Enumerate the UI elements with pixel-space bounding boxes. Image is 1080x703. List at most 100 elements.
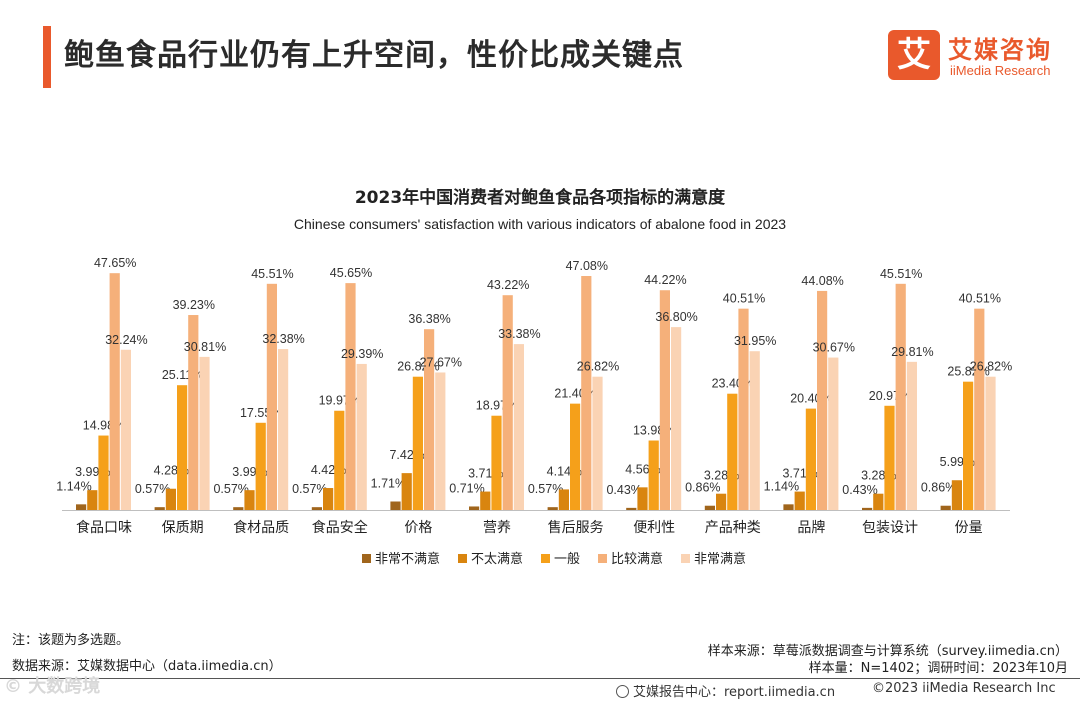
bar-3-3: [255, 422, 266, 510]
chart-title: 2023年中国消费者对鲍鱼食品各项指标的满意度: [354, 188, 726, 208]
data-label-6-4: 43.22%: [487, 278, 529, 292]
category-label-10: 品牌: [797, 519, 825, 536]
bar-8-3: [648, 440, 659, 510]
bar-7-3: [570, 403, 581, 510]
page-title: 鲍鱼食品行业仍有上升空间，性价比成关键点: [64, 38, 684, 73]
bar-11-4: [895, 283, 906, 510]
bar-5-3: [412, 376, 423, 510]
category-label-3: 食材品质: [233, 519, 289, 536]
category-label-7: 售后服务: [548, 520, 604, 536]
bar-1-3: [98, 435, 109, 510]
bar-3-2: [244, 490, 255, 510]
bar-9-2: [716, 493, 727, 510]
data-label-11-4: 45.51%: [880, 267, 922, 281]
data-label-11-5: 29.81%: [891, 345, 933, 359]
data-label-8-5: 36.80%: [655, 310, 697, 324]
data-source: 数据来源：艾媒数据中心（data.iimedia.cn）: [12, 659, 282, 674]
bar-1-5: [120, 349, 131, 510]
bar-2-2: [165, 488, 176, 510]
legend-swatch-1: [362, 554, 371, 563]
bar-1-4: [109, 273, 120, 510]
legend-label-4: 比较满意: [611, 551, 663, 567]
sample-size: 样本量：N=1402；调研时间：2023年10月: [808, 661, 1068, 676]
data-label-9-1: 0.86%: [685, 481, 720, 495]
bar-5-2: [401, 473, 412, 510]
bar-4-3: [334, 410, 345, 510]
bar-7-1: [547, 507, 558, 510]
legend-label-2: 不太满意: [471, 551, 523, 567]
data-label-3-5: 32.38%: [262, 332, 304, 346]
data-label-11-1: 0.43%: [842, 483, 877, 497]
bar-12-1: [940, 505, 951, 510]
data-label-10-1: 1.14%: [764, 479, 799, 493]
bar-6-1: [469, 506, 480, 510]
bar-11-1: [862, 507, 873, 510]
title-accent-bar: [43, 26, 51, 88]
bar-9-4: [738, 308, 749, 510]
data-label-9-4: 40.51%: [723, 292, 765, 306]
report-center-text: 艾媒报告中心：report.iimedia.cn: [633, 685, 836, 700]
category-label-1: 食品口味: [76, 519, 132, 536]
data-label-5-5: 27.67%: [420, 355, 462, 369]
bar-3-4: [266, 283, 277, 510]
bar-5-1: [390, 501, 401, 510]
bar-3-5: [278, 349, 289, 510]
data-label-12-1: 0.86%: [921, 481, 956, 495]
data-label-6-1: 0.71%: [449, 481, 484, 495]
footer-divider: [0, 678, 1080, 679]
category-label-2: 保质期: [162, 520, 204, 536]
copyright: ©2023 iiMedia Research Inc: [872, 681, 1056, 696]
category-label-11: 包装设计: [862, 520, 918, 536]
bar-11-5: [906, 361, 917, 510]
bar-7-4: [581, 276, 592, 510]
data-label-12-4: 40.51%: [959, 292, 1001, 306]
data-label-7-1: 0.57%: [528, 482, 563, 496]
logo-cn-text: 艾媒咨询: [948, 36, 1052, 64]
data-label-4-4: 45.65%: [330, 266, 372, 280]
satisfaction-bar-chart: 1.14%3.99%14.98%47.65%32.24%食品口味0.57%4.2…: [56, 256, 1012, 567]
data-label-4-1: 0.57%: [292, 482, 327, 496]
data-label-2-4: 39.23%: [173, 298, 215, 312]
globe-icon: [616, 685, 629, 698]
data-label-5-1: 1.71%: [371, 477, 406, 491]
bar-2-5: [199, 356, 210, 510]
bar-6-4: [502, 295, 513, 510]
report-center-link[interactable]: 艾媒报告中心：report.iimedia.cn: [616, 681, 835, 700]
category-label-9: 产品种类: [705, 520, 761, 536]
logo-mark-icon: 艾: [888, 30, 940, 80]
bar-9-5: [749, 351, 760, 510]
data-label-3-4: 45.51%: [251, 267, 293, 281]
bar-4-4: [345, 283, 356, 510]
data-label-10-4: 44.08%: [801, 274, 843, 288]
data-label-5-4: 36.38%: [408, 312, 450, 326]
legend-label-1: 非常不满意: [375, 551, 440, 567]
bar-9-3: [727, 393, 738, 510]
bar-11-3: [884, 405, 895, 510]
bar-12-2: [951, 480, 962, 510]
data-label-4-5: 29.39%: [341, 347, 383, 361]
bar-10-1: [783, 504, 794, 510]
bar-6-3: [491, 415, 502, 510]
legend-swatch-3: [541, 554, 550, 563]
legend-label-5: 非常满意: [694, 551, 746, 567]
bar-4-5: [356, 363, 367, 510]
bar-8-4: [659, 290, 670, 510]
bar-5-5: [435, 372, 446, 510]
bar-6-2: [480, 491, 491, 510]
bar-2-1: [154, 507, 165, 510]
data-label-1-5: 32.24%: [105, 333, 147, 347]
data-label-1-4: 47.65%: [94, 256, 136, 270]
bar-6-5: [513, 344, 524, 510]
data-label-7-5: 26.82%: [577, 360, 619, 374]
bar-1-2: [87, 490, 98, 510]
bar-2-3: [177, 385, 188, 510]
chart-subtitle: Chinese consumers' satisfaction with var…: [293, 216, 787, 232]
bar-8-1: [626, 507, 637, 510]
data-label-7-4: 47.08%: [566, 259, 608, 273]
bar-10-5: [828, 357, 839, 510]
legend-swatch-2: [458, 554, 467, 563]
bar-10-2: [794, 491, 805, 510]
bar-11-2: [873, 493, 884, 510]
category-label-12: 份量: [955, 520, 983, 536]
logo-en-text: iiMedia Research: [950, 63, 1051, 78]
